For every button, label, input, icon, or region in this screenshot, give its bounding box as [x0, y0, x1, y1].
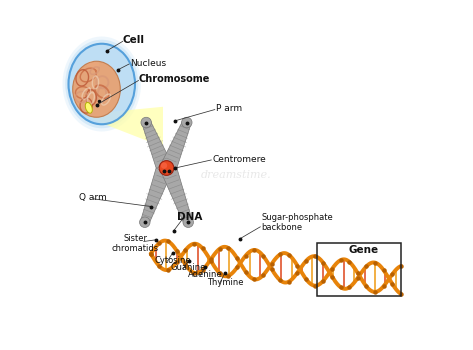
Text: Adenine: Adenine	[187, 270, 222, 279]
Ellipse shape	[65, 40, 138, 128]
Text: Gene: Gene	[349, 245, 378, 255]
Text: Q arm: Q arm	[79, 193, 107, 202]
Circle shape	[159, 161, 174, 175]
Ellipse shape	[69, 44, 135, 124]
Polygon shape	[91, 107, 163, 147]
Ellipse shape	[68, 43, 136, 125]
Text: dreamstime.: dreamstime.	[201, 170, 272, 180]
Text: Nucleus: Nucleus	[130, 58, 166, 68]
Polygon shape	[162, 168, 193, 224]
Text: Centromere: Centromere	[212, 155, 266, 164]
Text: Guanine: Guanine	[170, 263, 205, 272]
Ellipse shape	[85, 103, 92, 113]
Ellipse shape	[62, 36, 141, 132]
Ellipse shape	[73, 61, 120, 117]
Polygon shape	[142, 121, 171, 168]
Text: Cytosine: Cytosine	[154, 256, 191, 265]
Text: Cell: Cell	[123, 35, 145, 45]
Text: Chromosome: Chromosome	[139, 74, 210, 84]
Ellipse shape	[140, 217, 150, 228]
Ellipse shape	[87, 61, 99, 69]
Ellipse shape	[183, 217, 193, 228]
Text: Thymine: Thymine	[207, 278, 243, 287]
Polygon shape	[162, 121, 191, 168]
Polygon shape	[140, 168, 171, 224]
Text: Sister
chromatids: Sister chromatids	[112, 233, 158, 253]
Text: DNA: DNA	[177, 212, 202, 222]
Text: P arm: P arm	[216, 104, 242, 113]
Ellipse shape	[141, 117, 151, 128]
Text: Sugar-phosphate
backbone: Sugar-phosphate backbone	[261, 212, 333, 232]
Ellipse shape	[182, 117, 192, 128]
Circle shape	[161, 162, 167, 169]
